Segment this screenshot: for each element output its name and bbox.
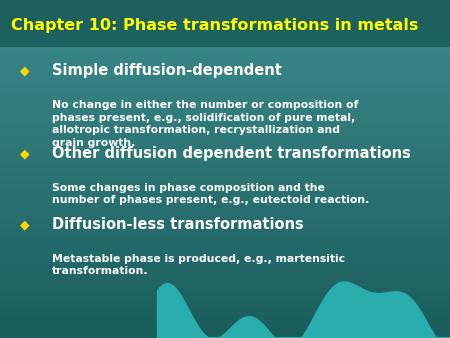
Bar [0,313,450,317]
Text: ◆: ◆ [20,218,30,231]
Bar [0,317,450,321]
Bar [0,228,450,233]
Bar [0,283,450,287]
Bar [0,34,450,38]
Bar [0,173,450,177]
Bar [0,266,450,270]
Bar [0,101,450,105]
Bar [0,17,450,21]
Bar [0,144,450,148]
Text: Simple diffusion-dependent: Simple diffusion-dependent [52,64,282,78]
Bar [0,190,450,194]
Bar [0,114,450,118]
Text: Diffusion-less transformations: Diffusion-less transformations [52,217,303,232]
Bar [0,84,450,89]
Bar [0,169,450,173]
Bar [0,42,450,46]
Bar [0,59,450,64]
Bar [0,241,450,245]
Bar [0,72,450,76]
Text: No change in either the number or composition of
phases present, e.g., solidific: No change in either the number or compos… [52,100,358,148]
Text: Metastable phase is produced, e.g., martensitic
transformation.: Metastable phase is produced, e.g., mart… [52,254,345,276]
Bar [0,165,450,169]
Bar [0,220,450,224]
Bar [0,127,450,131]
Bar [0,262,450,266]
Bar [0,123,450,127]
Bar [0,309,450,313]
Text: Some changes in phase composition and the
number of phases present, e.g., eutect: Some changes in phase composition and th… [52,183,369,205]
Bar [0,245,450,249]
Bar [0,203,450,207]
Bar [0,279,450,283]
Bar [0,89,450,93]
Bar [0,148,450,152]
Bar [0,216,450,220]
Bar [0,0,450,46]
Bar [0,51,450,55]
Bar [0,161,450,165]
Text: ◆: ◆ [20,65,30,77]
Bar [0,321,450,325]
Bar [0,47,450,51]
Polygon shape [158,282,450,338]
Text: ◆: ◆ [20,147,30,160]
Bar [0,135,450,139]
Bar [0,93,450,97]
Bar [0,131,450,135]
Bar [0,110,450,114]
Bar [0,334,450,338]
Bar [0,38,450,42]
Bar [0,291,450,296]
Bar [0,4,450,8]
Bar [0,25,450,30]
Bar [0,30,450,34]
Bar [0,186,450,190]
Bar [0,0,450,4]
Bar [0,287,450,291]
Text: Chapter 10: Phase transformations in metals: Chapter 10: Phase transformations in met… [11,18,418,33]
Bar [0,296,450,300]
Bar [0,76,450,80]
Bar [0,300,450,304]
Bar [0,270,450,274]
Bar [0,274,450,279]
Bar [0,325,450,330]
Bar [0,177,450,182]
Bar [0,80,450,84]
Bar [0,194,450,199]
Bar [0,304,450,308]
Bar [0,233,450,237]
Bar [0,237,450,241]
Bar [0,21,450,25]
Bar [0,198,450,203]
Bar [0,68,450,72]
Text: Other diffusion dependent transformations: Other diffusion dependent transformation… [52,146,410,161]
Bar [0,105,450,110]
Bar [0,140,450,144]
Bar [0,182,450,186]
Bar [0,156,450,161]
Bar [0,64,450,68]
Bar [0,152,450,156]
Bar [0,249,450,254]
Bar [0,97,450,101]
Bar [0,224,450,228]
Bar [0,8,450,13]
Bar [0,254,450,258]
Bar [0,330,450,334]
Bar [0,207,450,211]
Bar [0,258,450,262]
Bar [0,118,450,123]
Bar [0,55,450,59]
Bar [0,13,450,17]
Bar [0,211,450,216]
